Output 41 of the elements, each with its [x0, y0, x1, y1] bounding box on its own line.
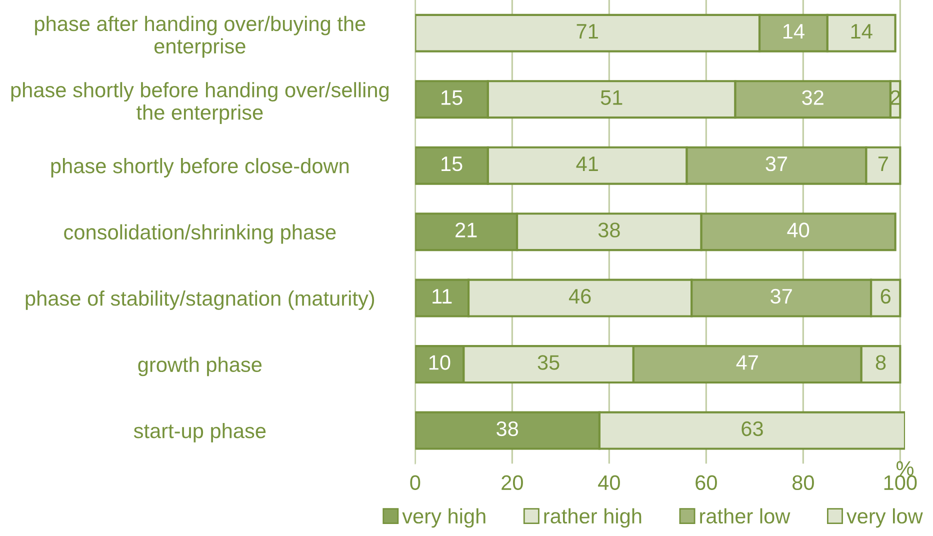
x-tick-label: 20: [502, 475, 523, 490]
data-label: 35: [538, 355, 560, 370]
data-label: 15: [442, 156, 462, 172]
data-label: 6: [880, 288, 890, 304]
legend-label: very low: [846, 508, 923, 528]
data-label: 21: [456, 222, 477, 238]
data-label: 40: [787, 222, 810, 238]
legend-label: rather low: [700, 508, 790, 524]
data-label: 37: [770, 288, 792, 304]
data-label: 15: [442, 90, 462, 105]
y-tick-label: phase of stability/stagnation (maturity): [26, 290, 374, 310]
data-label: 47: [736, 355, 758, 370]
data-label: 14: [851, 24, 872, 39]
y-tick-label: phase shortly before handing over/selling the enterprise: [11, 82, 389, 124]
data-label: 38: [598, 222, 620, 238]
x-tick-label: 100: [884, 475, 917, 490]
legend-label: rather high: [544, 508, 642, 528]
data-label: 71: [576, 24, 598, 39]
data-label: 38: [496, 421, 518, 436]
y-tick-label: phase after handing over/buying the enterprise: [35, 16, 366, 58]
x-tick-label: 40: [598, 475, 620, 490]
x-tick-label: 0: [410, 475, 420, 490]
data-label: 14: [783, 24, 804, 39]
data-label: 10: [429, 355, 450, 370]
y-tick-label: phase shortly before close-down: [51, 158, 349, 178]
data-label: 51: [600, 90, 622, 105]
y-tick-label: consolidation/shrinking phase: [64, 224, 336, 244]
data-label: 63: [742, 421, 763, 436]
data-label: 8: [876, 355, 886, 370]
data-label: 37: [766, 156, 788, 172]
data-label: 41: [576, 156, 598, 171]
x-tick-label: 80: [792, 475, 814, 490]
data-label: 46: [568, 288, 591, 304]
y-tick-label: growth phase: [138, 356, 262, 376]
data-label: 11: [432, 289, 452, 304]
x-tick-label: 60: [696, 475, 717, 490]
y-tick-label: start-up phase: [134, 422, 266, 442]
legend-label: very high: [402, 508, 486, 528]
data-label: 32: [802, 90, 824, 105]
data-label: 7: [878, 156, 888, 171]
x-axis-title: %: [896, 461, 914, 476]
